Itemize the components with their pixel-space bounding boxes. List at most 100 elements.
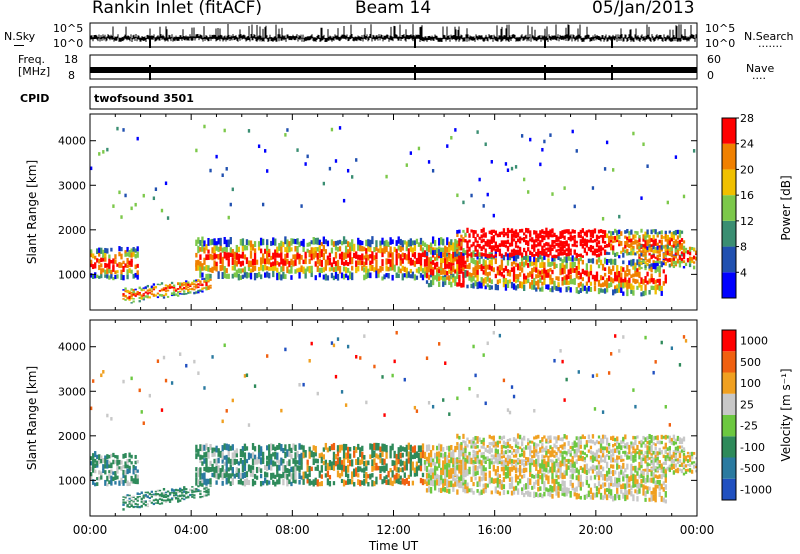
power-echo xyxy=(136,251,139,258)
velocity-echo xyxy=(506,454,510,460)
velocity-echo xyxy=(535,473,538,479)
velocity-echo xyxy=(128,503,131,505)
power-echo xyxy=(591,229,595,235)
velocity-echo xyxy=(484,488,487,493)
power-echo xyxy=(379,266,382,273)
velocity-echo xyxy=(371,473,374,478)
velocity-echo xyxy=(379,458,382,464)
velocity-echo xyxy=(217,473,220,480)
velocity-echo xyxy=(525,445,528,450)
power-echo xyxy=(500,240,504,245)
power-echo xyxy=(233,263,236,271)
power-echo xyxy=(375,252,378,260)
power-echo xyxy=(563,241,566,245)
velocity-echo xyxy=(140,504,143,508)
velocity-echo xyxy=(500,436,504,441)
velocity-echo xyxy=(251,452,255,458)
power-echo xyxy=(597,279,601,287)
velocity-echo xyxy=(415,461,419,467)
power-echo xyxy=(656,266,659,272)
power-echo xyxy=(555,249,558,253)
velocity-echo xyxy=(658,440,661,445)
power-echo xyxy=(484,260,487,265)
power-echo xyxy=(541,275,544,280)
velocity-echo xyxy=(223,455,226,460)
velocity-echo xyxy=(589,439,593,444)
velocity-speckle xyxy=(170,381,174,385)
power-echo xyxy=(446,271,449,276)
power-echo xyxy=(435,247,439,254)
power-echo xyxy=(514,262,518,267)
velocity-echo xyxy=(427,472,431,479)
velocity-echo xyxy=(177,497,180,500)
power-echo xyxy=(486,272,489,277)
velocity-echo xyxy=(363,478,366,486)
power-echo xyxy=(316,247,319,252)
power-echo xyxy=(648,267,651,271)
power-echo xyxy=(387,273,390,279)
power-echo xyxy=(674,245,678,250)
power-echo xyxy=(638,242,641,248)
power-echo xyxy=(640,262,643,265)
velocity-echo xyxy=(642,484,645,490)
power-echo xyxy=(514,240,518,245)
power-echo xyxy=(460,268,463,274)
power-echo xyxy=(618,255,621,259)
noise-trace xyxy=(89,24,697,42)
power-echo xyxy=(351,244,354,252)
velocity-echo xyxy=(104,470,107,475)
power-speckle xyxy=(330,127,334,132)
velocity-echo xyxy=(510,490,514,496)
power-echo xyxy=(255,273,259,279)
velocity-echo xyxy=(348,446,352,452)
power-echo xyxy=(440,247,443,253)
power-echo xyxy=(555,276,558,281)
velocity-echo xyxy=(646,488,649,494)
power-echo xyxy=(547,254,550,258)
power-echo xyxy=(284,236,287,245)
noise-ytick-bottom: 10^0 xyxy=(53,37,84,50)
power-echo xyxy=(660,230,663,235)
power-echo xyxy=(391,252,394,260)
power-echo xyxy=(678,260,682,265)
velocity-echo xyxy=(603,434,607,439)
velocity-echo xyxy=(597,474,601,481)
velocity-echo xyxy=(557,457,560,461)
velocity-echo xyxy=(419,464,423,472)
power-echo xyxy=(440,270,443,275)
velocity-echo xyxy=(108,460,111,465)
velocity-echo xyxy=(235,448,239,454)
velocity-echo xyxy=(417,465,421,471)
velocity-echo xyxy=(243,443,247,452)
power-echo xyxy=(268,266,271,271)
power-echo xyxy=(612,245,615,251)
power-echo xyxy=(490,259,493,266)
velocity-echo xyxy=(632,450,635,454)
power-echo xyxy=(221,264,224,271)
velocity-echo xyxy=(444,486,447,493)
velocity-speckle xyxy=(383,413,386,417)
power-echo xyxy=(474,259,477,266)
velocity-echo xyxy=(640,483,643,488)
power-echo xyxy=(684,247,688,251)
velocity-echo xyxy=(684,464,688,468)
power-echo xyxy=(417,266,421,274)
power-echo xyxy=(462,251,465,256)
power-echo xyxy=(646,233,649,238)
velocity-echo xyxy=(482,483,485,488)
power-echo xyxy=(191,281,194,284)
power-echo xyxy=(174,288,178,290)
power-echo xyxy=(543,248,546,253)
power-echo xyxy=(183,290,186,293)
velocity-echo xyxy=(215,465,218,473)
velocity-echo xyxy=(476,445,479,449)
velocity-echo xyxy=(136,492,139,495)
power-echo xyxy=(676,258,680,261)
velocity-echo xyxy=(525,467,528,473)
velocity-echo xyxy=(94,451,97,458)
power-echo xyxy=(640,251,643,257)
power-speckle xyxy=(450,135,453,140)
velocity-echo xyxy=(304,449,307,458)
velocity-echo xyxy=(585,493,589,499)
velocity-echo xyxy=(638,451,641,456)
